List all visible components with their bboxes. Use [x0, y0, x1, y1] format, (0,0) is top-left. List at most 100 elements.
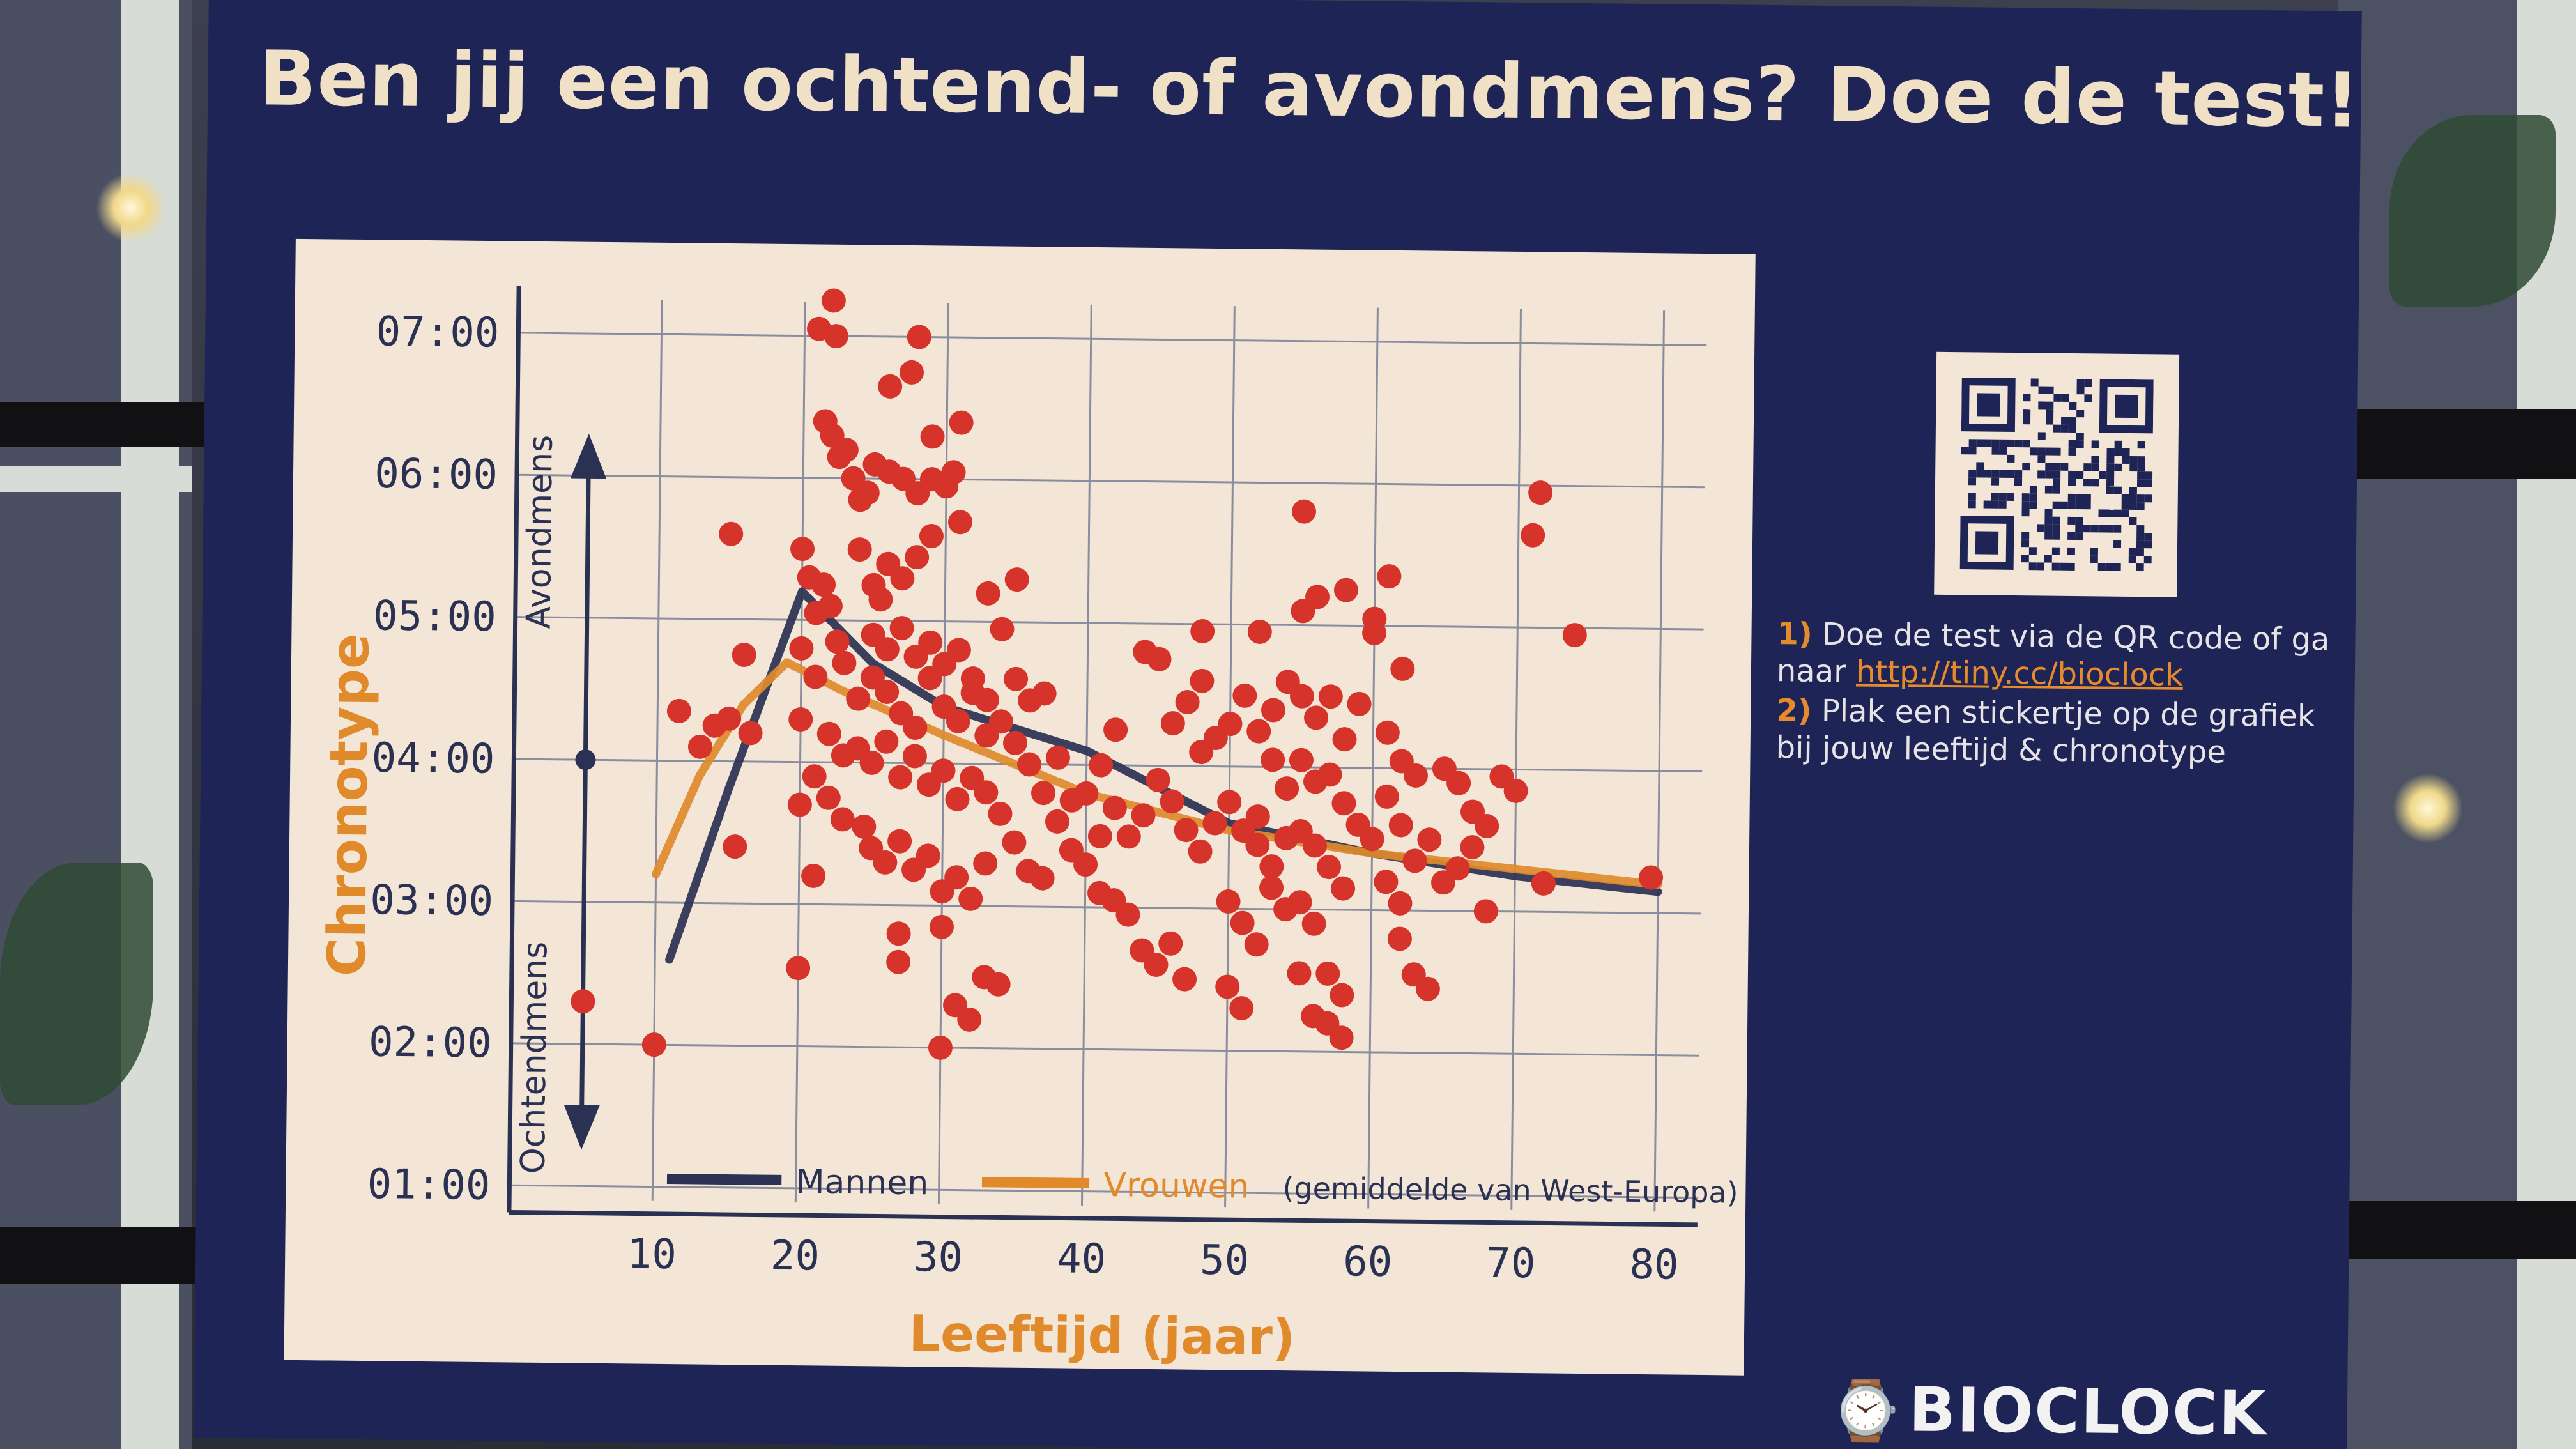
data-point	[1172, 967, 1197, 992]
qr-module	[2090, 525, 2099, 533]
qr-module	[2036, 562, 2044, 571]
legend-label-vrouwen: Vrouwen	[1103, 1166, 1250, 1206]
data-point	[1390, 656, 1415, 681]
data-point	[1089, 753, 1114, 778]
qr-module	[2030, 378, 2039, 387]
data-point	[1402, 848, 1427, 873]
data-point	[821, 288, 846, 313]
data-point	[1059, 788, 1084, 813]
data-point	[788, 707, 813, 732]
data-point	[825, 629, 850, 654]
data-point	[947, 510, 972, 535]
data-point	[1531, 871, 1556, 896]
qr-module	[2113, 486, 2122, 494]
qr-module	[2037, 455, 2046, 463]
data-point	[973, 851, 998, 876]
data-point	[827, 445, 852, 470]
qr-module	[2053, 394, 2062, 402]
data-point	[1087, 824, 1112, 848]
data-point	[738, 721, 763, 746]
poster-title: Ben jij een ochtend- of avondmens? Doe d…	[258, 34, 2361, 144]
qr-module	[2038, 401, 2046, 410]
qr-module	[2053, 424, 2061, 433]
qr-module	[2053, 447, 2061, 456]
qr-module	[2060, 501, 2068, 509]
chart-panel: 10 20 30 40 50 60 70 80 01:00 02:00 03:00 04:00 05:0…	[284, 238, 1756, 1376]
qr-module	[2068, 424, 2076, 433]
data-point	[920, 424, 945, 449]
qr-module	[1983, 500, 1991, 509]
data-point	[1329, 1025, 1354, 1050]
data-point	[1245, 832, 1270, 857]
data-point	[687, 734, 712, 759]
step-2: 2) Plak een stickertje op de grafiek bij…	[1775, 692, 2351, 772]
data-point	[816, 721, 841, 746]
qr-module	[2091, 463, 2099, 471]
data-point	[1261, 747, 1285, 772]
data-point	[946, 709, 970, 733]
data-point	[1503, 778, 1528, 803]
data-point	[957, 1007, 982, 1032]
qr-module	[2075, 525, 2083, 533]
qr-module	[1998, 493, 2007, 501]
qr-module	[2029, 501, 2037, 509]
qr-module	[2136, 502, 2145, 510]
x-tick-label: 60	[1343, 1238, 1393, 1286]
data-point	[1388, 813, 1413, 838]
data-point	[1259, 854, 1284, 879]
qr-module	[1968, 470, 1977, 478]
legend-label-mannen: Mannen	[795, 1163, 928, 1202]
data-point	[1403, 763, 1428, 788]
qr-module	[2083, 479, 2092, 487]
arrow-midpoint	[575, 749, 596, 770]
qr-module	[2106, 456, 2115, 464]
x-tick-label: 70	[1486, 1239, 1536, 1287]
qr-module	[2137, 456, 2145, 464]
qr-module	[2113, 509, 2122, 518]
qr-module	[2059, 562, 2067, 571]
data-point	[888, 765, 913, 790]
qr-module	[2052, 501, 2060, 509]
qr-module	[1976, 439, 1984, 447]
light-bulb-right	[2393, 773, 2463, 843]
data-point	[929, 914, 954, 939]
qr-module	[2090, 555, 2098, 564]
x-axis-title: Leeftijd (jaar)	[908, 1305, 1296, 1367]
grid-line-y	[515, 616, 1704, 631]
data-point	[1317, 762, 1342, 787]
data-point	[960, 666, 985, 691]
bioclock-link[interactable]: http://tiny.cc/bioclock	[1855, 654, 2184, 693]
qr-module	[2029, 486, 2037, 494]
qr-module	[1968, 477, 1977, 486]
data-point	[571, 989, 595, 1014]
qr-module	[1999, 447, 2007, 455]
data-point	[723, 834, 747, 859]
data-point	[941, 460, 966, 485]
data-point	[988, 801, 1013, 826]
qr-module	[1999, 439, 2007, 447]
data-point	[1301, 1004, 1326, 1029]
qr-code[interactable]	[1934, 351, 2180, 597]
plant-left	[0, 862, 153, 1105]
qr-module	[2023, 409, 2031, 417]
data-point	[1032, 681, 1057, 706]
qr-module	[2137, 464, 2145, 472]
qr-module	[2122, 456, 2130, 464]
data-point	[732, 643, 756, 668]
qr-module	[2037, 447, 2046, 456]
qr-module	[1999, 470, 2007, 478]
qr-module	[2051, 562, 2060, 571]
grid-line-y	[518, 332, 1707, 346]
data-point	[986, 972, 1011, 997]
qr-module	[1968, 439, 1977, 447]
qr-module	[2136, 479, 2145, 487]
bioclock-logo: ⌚BIOCLOCK	[1829, 1373, 2267, 1449]
qr-module	[1991, 493, 1999, 501]
qr-module	[2028, 547, 2037, 555]
x-tick-label: 30	[914, 1234, 963, 1282]
data-point	[816, 785, 841, 810]
qr-module	[2037, 470, 2046, 479]
qr-finder-core	[1977, 393, 2000, 417]
qr-module	[1998, 500, 2007, 509]
